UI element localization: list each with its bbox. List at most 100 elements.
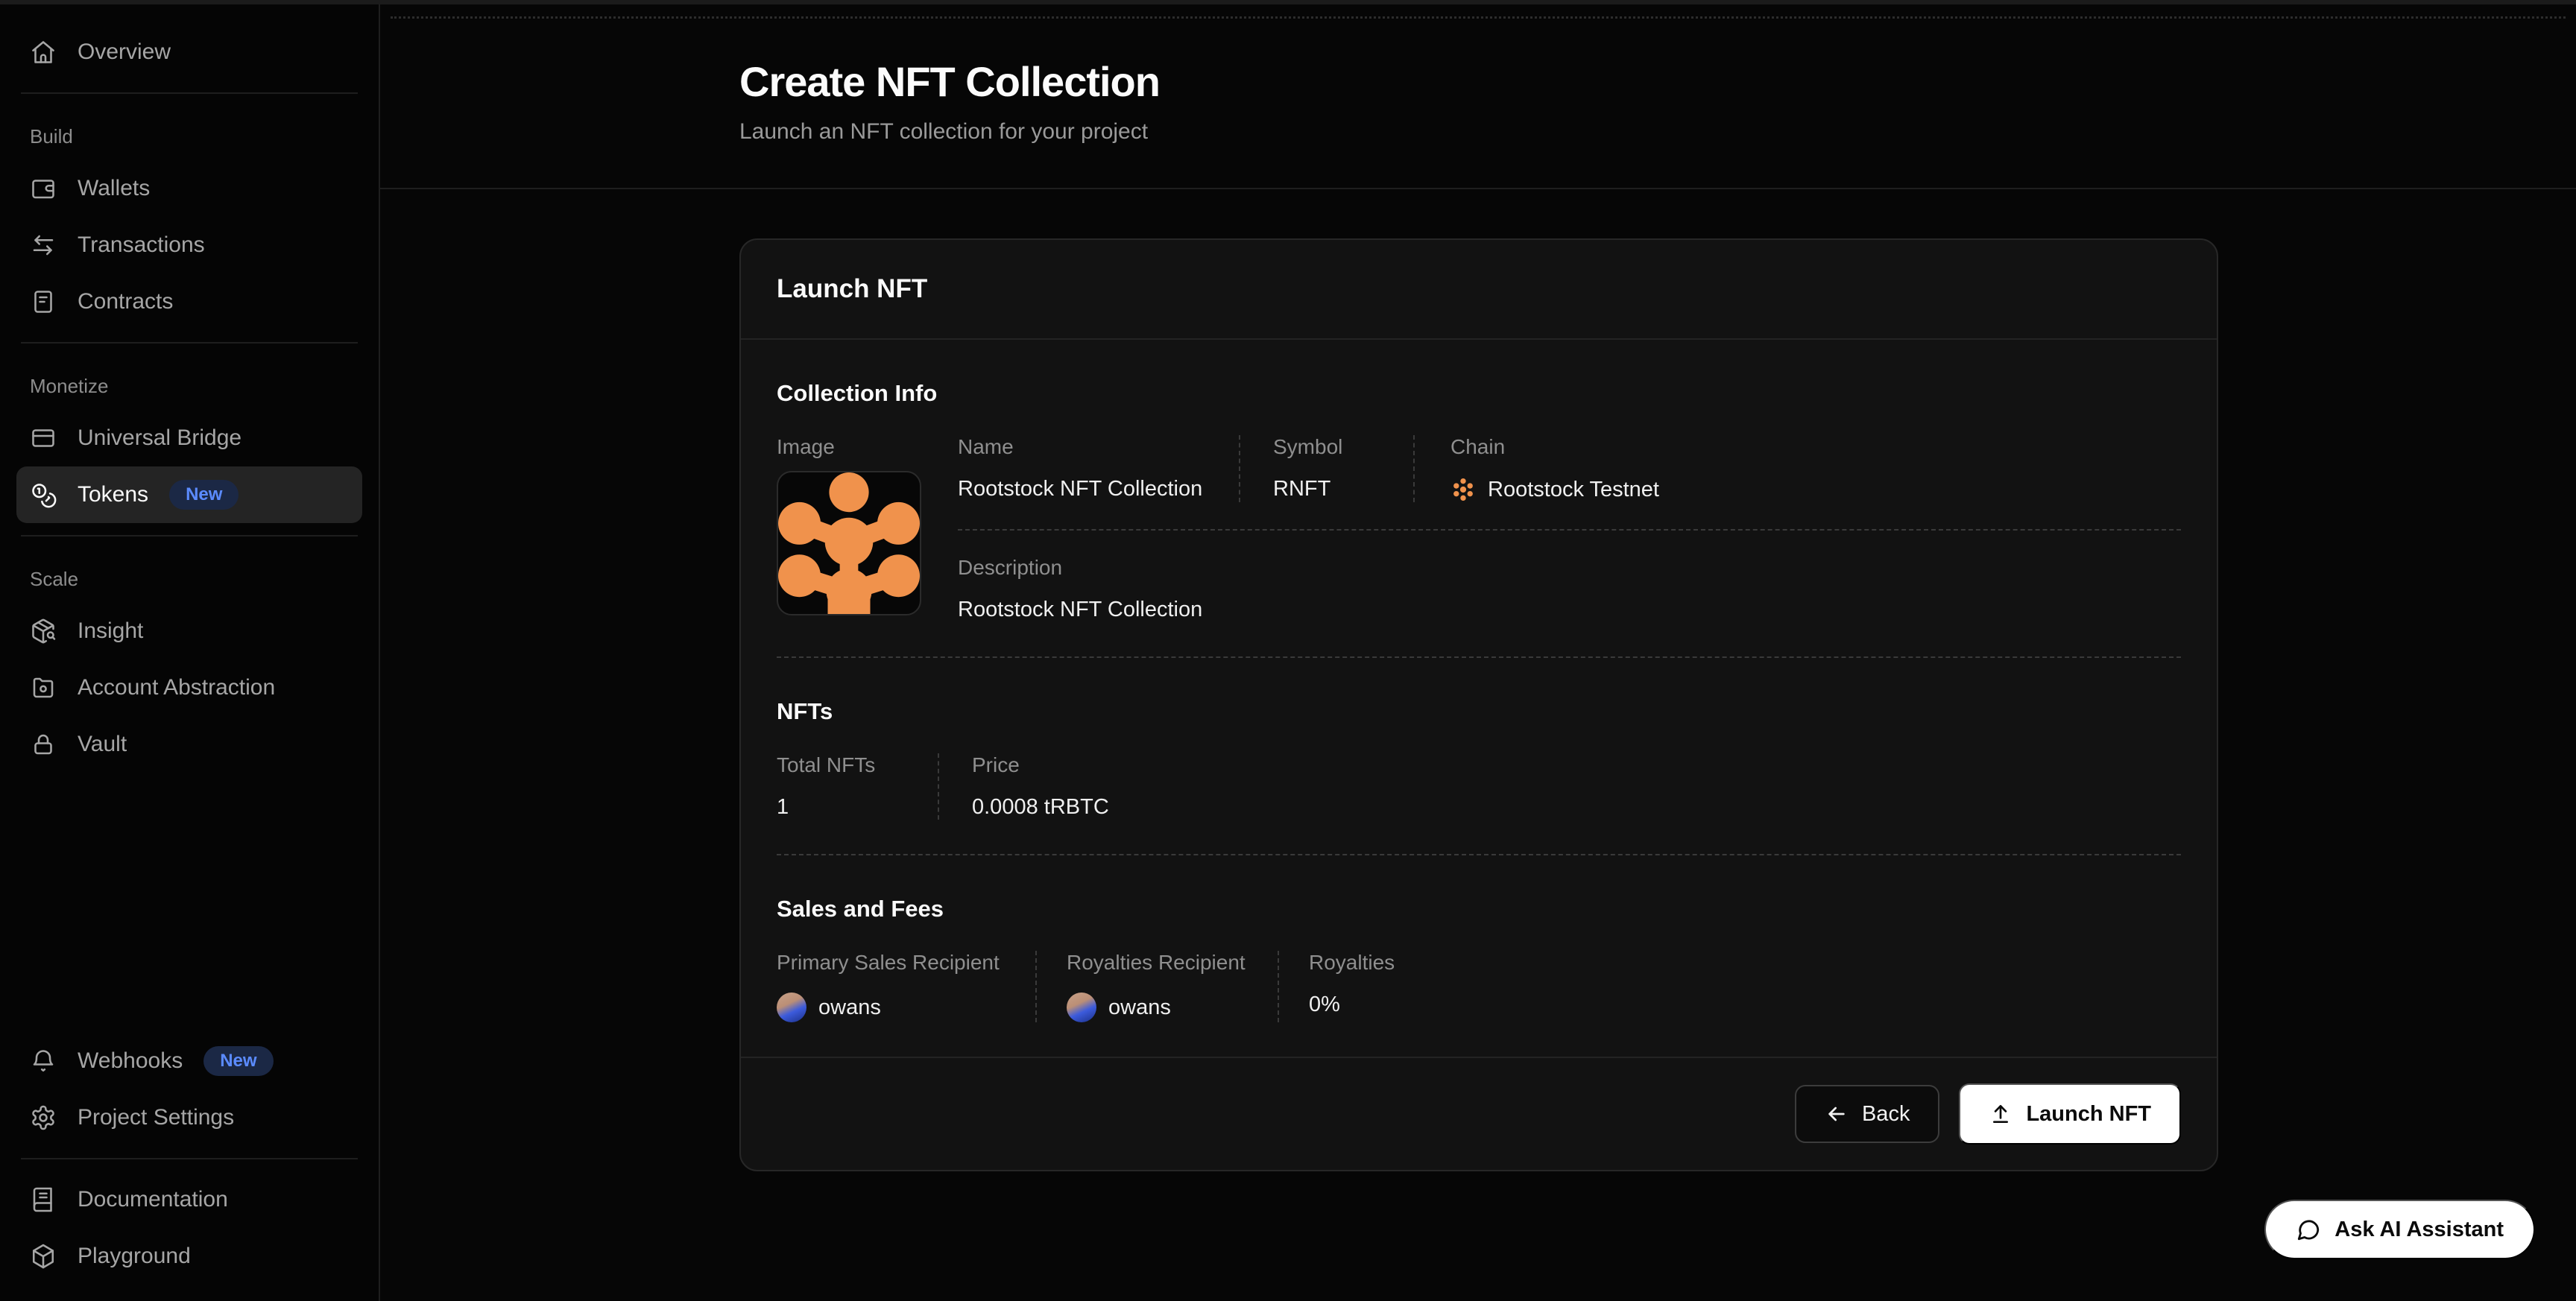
- primary-sales-recipient-value: owans: [818, 995, 881, 1019]
- bell-icon: [33, 1050, 54, 1072]
- card-footer: Back Launch NFT: [741, 1057, 2217, 1170]
- sidebar-item-label: Universal Bridge: [78, 425, 242, 450]
- sidebar-section-build: Build: [30, 125, 73, 148]
- description-field: Description Rootstock NFT Collection: [958, 556, 2181, 622]
- sidebar-item-project-settings[interactable]: Project Settings: [16, 1089, 362, 1146]
- sidebar-item-tokens[interactable]: Tokens New: [16, 466, 362, 523]
- sidebar-item-overview[interactable]: Overview: [16, 24, 362, 80]
- sidebar-item-documentation[interactable]: Documentation: [16, 1171, 362, 1228]
- chain-label: Chain: [1450, 435, 1506, 458]
- window-top-edge: [0, 0, 2576, 4]
- insight-icon: [32, 618, 56, 644]
- total-nfts-value: 1: [777, 795, 789, 819]
- nfts-heading: NFTs: [777, 698, 833, 724]
- symbol-field: Symbol RNFT: [1239, 435, 1380, 502]
- sidebar-item-universal-bridge[interactable]: Universal Bridge: [16, 410, 362, 466]
- sidebar-item-playground[interactable]: Playground: [16, 1228, 362, 1285]
- wallet-icon: [32, 180, 54, 199]
- ask-ai-assistant-label: Ask AI Assistant: [2334, 1217, 2504, 1241]
- symbol-value: RNFT: [1273, 477, 1331, 501]
- sidebar-item-account-abstraction[interactable]: Account Abstraction: [16, 659, 362, 716]
- cube-icon: [32, 1244, 54, 1269]
- card-title: Launch NFT: [777, 274, 928, 303]
- sidebar-divider: [21, 342, 358, 344]
- rootstock-chain-icon: [1450, 477, 1476, 502]
- card-header: Launch NFT: [741, 240, 2217, 340]
- back-button-label: Back: [1861, 1101, 1910, 1126]
- sidebar-divider: [21, 1158, 358, 1159]
- royalties-label: Royalties: [1309, 951, 1395, 974]
- contract-icon: [34, 291, 52, 313]
- symbol-label: Symbol: [1273, 435, 1343, 458]
- sidebar-item-label: Wallets: [78, 176, 151, 200]
- launch-nft-button[interactable]: Launch NFT: [1959, 1083, 2181, 1145]
- sidebar-item-wallets[interactable]: Wallets: [16, 160, 362, 217]
- sidebar-item-label: Insight: [78, 618, 144, 643]
- sidebar-divider: [21, 92, 358, 94]
- royalties-recipient-value: owans: [1108, 995, 1171, 1019]
- ask-ai-assistant-button[interactable]: Ask AI Assistant: [2264, 1200, 2535, 1259]
- sidebar-item-label: Vault: [78, 732, 127, 756]
- main-content: Create NFT Collection Launch an NFT coll…: [380, 4, 2576, 1301]
- image-column: Image: [777, 435, 958, 622]
- gear-icon: [32, 1105, 54, 1130]
- sidebar-item-insight[interactable]: Insight: [16, 603, 362, 659]
- avatar: [777, 993, 806, 1022]
- sidebar-item-label: Playground: [78, 1244, 191, 1268]
- sidebar-item-webhooks[interactable]: Webhooks New: [16, 1033, 362, 1089]
- sidebar-section-monetize: Monetize: [30, 375, 109, 397]
- name-field: Name Rootstock NFT Collection: [958, 435, 1239, 502]
- sidebar-divider: [21, 535, 358, 536]
- nfts-section: NFTs Total NFTs 1 Price 0.0008 tRBTC: [777, 656, 2181, 854]
- dotted-top-divider: [391, 16, 2566, 19]
- avatar: [1067, 993, 1096, 1022]
- coins-icon: [32, 484, 57, 508]
- launch-nft-card: Launch NFT Collection Info Image: [739, 238, 2218, 1171]
- sidebar-item-label: Project Settings: [78, 1105, 235, 1130]
- upload-icon: [1993, 1105, 2009, 1123]
- sidebar-item-vault[interactable]: Vault: [16, 716, 362, 773]
- lock-icon: [34, 734, 52, 755]
- chain-field: Chain Rootstock: [1413, 435, 2181, 502]
- collection-info-section: Collection Info Image: [777, 340, 2181, 656]
- primary-sales-recipient-label: Primary Sales Recipient: [777, 951, 1000, 974]
- name-value: Rootstock NFT Collection: [958, 477, 1203, 501]
- launch-nft-button-label: Launch NFT: [2026, 1101, 2151, 1126]
- page-title: Create NFT Collection: [739, 58, 1161, 105]
- sales-fees-heading: Sales and Fees: [777, 896, 944, 922]
- royalties-recipient-label: Royalties Recipient: [1067, 951, 1246, 974]
- sidebar-item-label: Webhooks: [78, 1048, 183, 1073]
- account-abstraction-icon: [33, 677, 54, 698]
- royalties-value: 0%: [1309, 993, 1340, 1016]
- name-label: Name: [958, 435, 1014, 458]
- sidebar-item-label: Documentation: [78, 1187, 228, 1212]
- card-body: Collection Info Image: [741, 340, 2217, 1057]
- description-label: Description: [958, 556, 1063, 579]
- primary-sales-recipient-field: Primary Sales Recipient owans: [777, 951, 1035, 1022]
- nft-art-graphic: [778, 472, 920, 614]
- price-value: 0.0008 tRBTC: [972, 795, 1109, 819]
- sidebar-item-label: Overview: [78, 39, 171, 64]
- sidebar-item-label: Contracts: [78, 289, 174, 314]
- royalties-recipient-field: Royalties Recipient owans: [1035, 951, 1278, 1022]
- image-label: Image: [777, 435, 835, 458]
- collection-fields: Name Rootstock NFT Collection Symbol RNF…: [958, 435, 2181, 622]
- new-badge: New: [203, 1046, 274, 1076]
- home-icon: [32, 41, 54, 63]
- total-nfts-field: Total NFTs 1: [777, 753, 938, 820]
- sales-fees-section: Sales and Fees Primary Sales Recipient o…: [777, 854, 2181, 1057]
- dashed-divider: [958, 529, 2181, 531]
- chat-bubble-icon: [2298, 1220, 2320, 1241]
- chain-value: Rootstock Testnet: [1488, 477, 1659, 501]
- book-icon: [33, 1187, 52, 1212]
- sidebar-item-label: Tokens: [78, 482, 149, 507]
- bridge-card-icon: [32, 429, 54, 447]
- sidebar: Overview Build Wallets Transactions Cont…: [0, 4, 380, 1301]
- collection-info-heading: Collection Info: [777, 380, 938, 406]
- royalties-field: Royalties 0%: [1278, 951, 1395, 1022]
- sidebar-item-label: Account Abstraction: [78, 675, 276, 700]
- sidebar-item-contracts[interactable]: Contracts: [16, 273, 362, 330]
- price-field: Price 0.0008 tRBTC: [938, 753, 1109, 820]
- back-button[interactable]: Back: [1794, 1085, 1940, 1143]
- sidebar-item-transactions[interactable]: Transactions: [16, 217, 362, 273]
